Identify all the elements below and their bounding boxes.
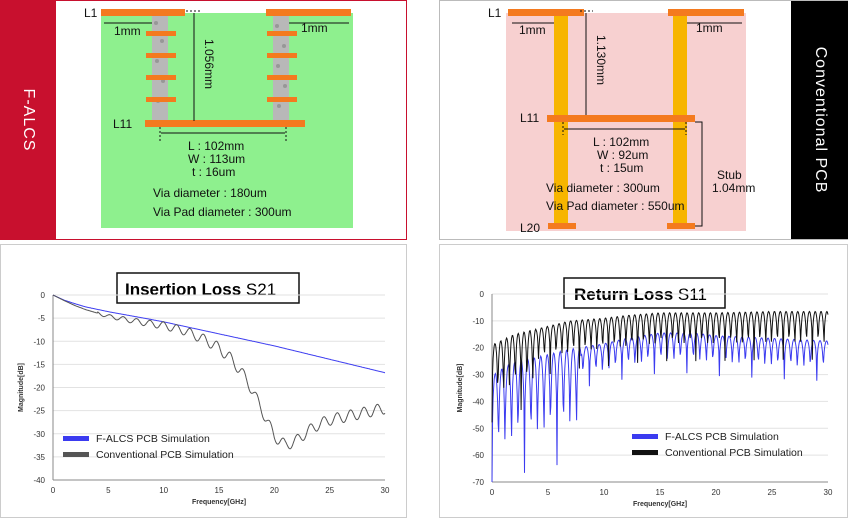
conventional-trace-length: L : 102mm bbox=[593, 135, 649, 149]
conventional-top-pad-left bbox=[508, 9, 584, 16]
x-tick-label: 30 bbox=[824, 488, 833, 497]
x-tick-label: 30 bbox=[381, 486, 390, 495]
falcs-top-pad-right bbox=[266, 9, 351, 16]
y-tick-label: -10 bbox=[33, 337, 45, 346]
y-tick-label: -20 bbox=[33, 384, 45, 393]
x-axis-label: Frequency[GHz] bbox=[633, 501, 687, 508]
return-loss-chart: Return Loss S11 0 -10 -20 -30 -40 -50 -60 -70 0 5… bbox=[457, 277, 833, 508]
y-tick-label: -15 bbox=[33, 360, 45, 369]
conventional-side-label: Conventional PCB bbox=[812, 46, 829, 194]
insertion-loss-chart: Insertion Loss S21 0 -5 -10 -15 -20 -25 -30 -35… bbox=[18, 272, 390, 506]
y-tick-label: -30 bbox=[472, 371, 484, 380]
legend-label: F-ALCS PCB Simulation bbox=[665, 431, 779, 443]
conventional-bottom-pad-left bbox=[548, 223, 576, 229]
falcs-trace-width: W : 113um bbox=[188, 152, 245, 166]
x-axis-label: Frequency[GHz] bbox=[192, 499, 246, 506]
y-axis-label: Magnitude[dB] bbox=[457, 364, 464, 413]
insertion-loss-title-box: Insertion Loss S21 bbox=[116, 272, 300, 304]
falcs-pad-offset-right: 1mm bbox=[301, 21, 328, 35]
falcs-via-pad-diameter: Via Pad diameter : 300um bbox=[153, 205, 292, 219]
legend-swatch bbox=[632, 434, 658, 439]
series-line bbox=[52, 294, 386, 450]
x-tick-label: 5 bbox=[546, 488, 551, 497]
x-tick-label: 25 bbox=[325, 486, 334, 495]
conventional-side-label-bar: Conventional PCB bbox=[791, 1, 848, 239]
y-tick-label: -20 bbox=[472, 344, 484, 353]
falcs-top-pad-left bbox=[101, 9, 185, 16]
legend-swatch bbox=[63, 436, 89, 441]
return-loss-chart-panel: Return Loss S11 0 -10 -20 -30 -40 -50 -60 -70 0 5… bbox=[439, 244, 848, 518]
conventional-structure-panel: L1 L11 L20 1mm 1mm 1.130mm L : 102mm W :… bbox=[439, 0, 848, 240]
conventional-bottom-pad-right bbox=[667, 223, 695, 229]
falcs-via-left bbox=[152, 13, 168, 121]
insertion-loss-title: Insertion Loss S21 bbox=[125, 280, 276, 299]
falcs-layer-bottom: L11 bbox=[113, 117, 132, 131]
conventional-top-pad-right bbox=[668, 9, 744, 16]
y-tick-label: -60 bbox=[472, 451, 484, 460]
y-tick-label: -70 bbox=[472, 478, 484, 487]
conventional-via-height: 1.130mm bbox=[594, 35, 608, 85]
x-tick-label: 0 bbox=[51, 486, 56, 495]
conventional-stub-label: Stub bbox=[717, 168, 742, 182]
y-tick-label: 0 bbox=[41, 291, 46, 300]
falcs-pad-offset-left: 1mm bbox=[114, 24, 141, 38]
legend-swatch bbox=[632, 450, 658, 455]
y-tick-label: -40 bbox=[472, 397, 484, 406]
falcs-layer-top: L1 bbox=[84, 6, 98, 20]
falcs-trace-thickness: t : 16um bbox=[192, 165, 235, 179]
y-tick-label: -10 bbox=[472, 317, 484, 326]
conventional-layer-top: L1 bbox=[488, 6, 502, 20]
legend-swatch bbox=[63, 452, 89, 457]
conventional-via-diameter: Via diameter : 300um bbox=[546, 181, 660, 195]
legend-label: Conventional PCB Simulation bbox=[96, 449, 234, 461]
conventional-trace-thickness: t : 15um bbox=[600, 161, 643, 175]
falcs-via-height: 1.056mm bbox=[202, 39, 216, 89]
conventional-pad-offset-right: 1mm bbox=[696, 21, 723, 35]
y-tick-label: 0 bbox=[480, 290, 485, 299]
falcs-trace-length: L : 102mm bbox=[188, 139, 244, 153]
insertion-loss-chart-panel: Insertion Loss S21 0 -5 -10 -15 -20 -25 -30 -35… bbox=[0, 244, 407, 518]
series-line bbox=[52, 294, 386, 374]
series-line bbox=[491, 332, 829, 483]
conventional-cross-section: L1 L11 L20 1mm 1mm 1.130mm L : 102mm W :… bbox=[488, 6, 755, 235]
falcs-structure-panel: F-ALCS L1 L11 1mm 1mm 1.056mm L bbox=[0, 0, 407, 240]
y-tick-label: -35 bbox=[33, 453, 45, 462]
falcs-side-label-bar: F-ALCS bbox=[1, 1, 56, 239]
x-tick-label: 15 bbox=[215, 486, 224, 495]
y-tick-label: -25 bbox=[33, 407, 45, 416]
x-tick-label: 10 bbox=[600, 488, 609, 497]
y-tick-label: -40 bbox=[33, 476, 45, 485]
legend-label: Conventional PCB Simulation bbox=[665, 447, 803, 459]
y-tick-label: -30 bbox=[33, 430, 45, 439]
conventional-pad-offset-left: 1mm bbox=[519, 23, 546, 37]
y-axis-label: Magnitude[dB] bbox=[18, 363, 25, 412]
series-line bbox=[491, 310, 829, 423]
conventional-trace-width: W : 92um bbox=[597, 148, 648, 162]
conventional-via-pad-diameter: Via Pad diameter : 550um bbox=[546, 199, 685, 213]
x-tick-label: 25 bbox=[768, 488, 777, 497]
falcs-via-right bbox=[273, 13, 289, 121]
conventional-layer-mid: L11 bbox=[520, 111, 539, 125]
y-tick-label: -5 bbox=[38, 314, 46, 323]
x-tick-label: 5 bbox=[106, 486, 111, 495]
y-tick-label: -50 bbox=[472, 424, 484, 433]
conventional-l11-trace bbox=[547, 115, 695, 122]
falcs-via-diameter: Via diameter : 180um bbox=[153, 186, 267, 200]
legend-label: F-ALCS PCB Simulation bbox=[96, 433, 210, 445]
x-tick-label: 0 bbox=[490, 488, 495, 497]
falcs-l11-trace bbox=[145, 120, 305, 127]
return-loss-title-box: Return Loss S11 bbox=[563, 277, 726, 309]
x-tick-label: 20 bbox=[712, 488, 721, 497]
x-tick-label: 10 bbox=[159, 486, 168, 495]
conventional-stub-length: 1.04mm bbox=[712, 181, 755, 195]
falcs-cross-section: L1 L11 1mm 1mm 1.056mm L : 102mm W : 113… bbox=[84, 6, 353, 228]
x-tick-label: 20 bbox=[270, 486, 279, 495]
conventional-layer-bottom: L20 bbox=[520, 221, 540, 235]
x-tick-label: 15 bbox=[656, 488, 665, 497]
